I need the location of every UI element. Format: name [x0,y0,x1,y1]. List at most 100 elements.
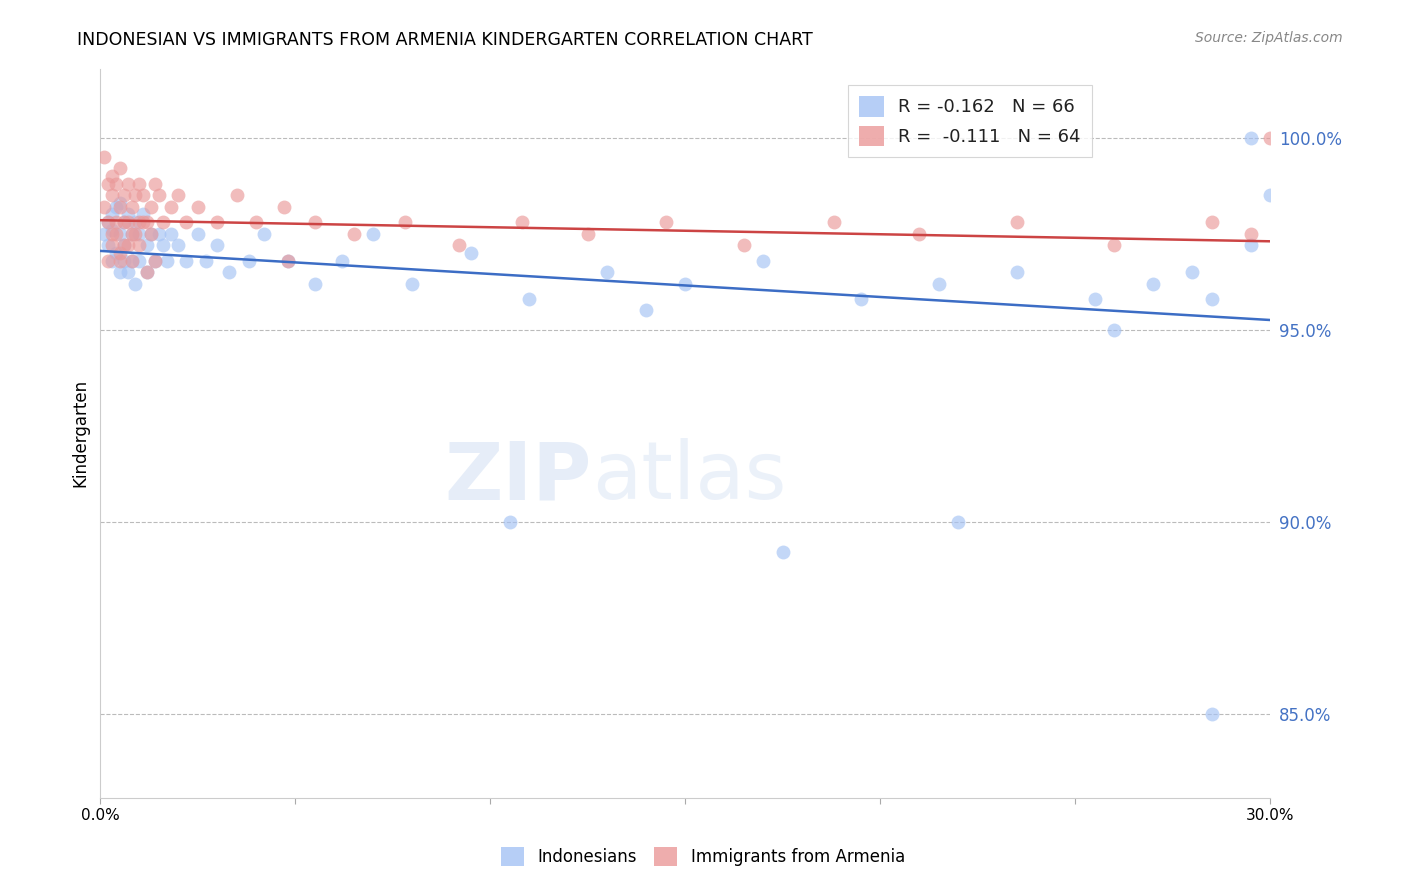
Point [104,177,127,191]
Point [121,227,143,241]
Point [194,253,217,268]
Point [128,238,150,252]
Point [218,265,240,279]
Point [132,215,155,229]
Point [108,200,131,214]
Text: INDONESIAN VS IMMIGRANTS FROM ARMENIA KINDERGARTEN CORRELATION CHART: INDONESIAN VS IMMIGRANTS FROM ARMENIA KI… [77,31,813,49]
Point [97,215,120,229]
Point [97,215,120,229]
Point [449,238,471,252]
Point [1084,292,1107,306]
Point [132,188,155,202]
Point [128,215,150,229]
Point [343,227,366,241]
Point [104,215,127,229]
Point [849,292,872,306]
Point [253,227,276,241]
Point [152,215,174,229]
Point [117,265,139,279]
Point [1240,130,1263,145]
Point [273,200,295,214]
Point [112,238,135,252]
Point [136,215,159,229]
Point [93,227,115,241]
Point [143,177,166,191]
Point [121,227,143,241]
Point [121,253,143,268]
Point [152,238,174,252]
Text: Source: ZipAtlas.com: Source: ZipAtlas.com [1195,31,1343,45]
Point [1104,238,1126,252]
Legend: Indonesians, Immigrants from Armenia: Indonesians, Immigrants from Armenia [495,840,911,873]
Point [1005,265,1028,279]
Point [124,277,146,291]
Point [401,277,423,291]
Point [1240,238,1263,252]
Point [167,188,190,202]
Point [93,150,115,164]
Point [108,227,131,241]
Point [148,188,170,202]
Point [156,253,179,268]
Point [174,253,197,268]
Point [928,277,950,291]
Point [1201,706,1223,721]
Point [363,227,385,241]
Point [148,227,170,241]
Point [304,277,326,291]
Point [104,200,127,214]
Point [167,238,190,252]
Point [101,227,124,241]
Point [101,169,124,183]
Point [117,238,139,252]
Point [207,238,229,252]
Point [139,227,162,241]
Point [752,253,775,268]
Point [499,515,522,529]
Point [104,245,127,260]
Point [128,253,150,268]
Point [108,245,131,260]
Point [143,253,166,268]
Point [823,215,845,229]
Point [108,253,131,268]
Point [187,227,209,241]
Point [117,215,139,229]
Point [112,238,135,252]
Point [576,227,599,241]
Point [908,227,931,241]
Point [948,515,970,529]
Point [510,215,533,229]
Point [636,303,658,318]
Point [121,200,143,214]
Point [238,253,260,268]
Point [394,215,416,229]
Point [101,253,124,268]
Point [124,215,146,229]
Text: atlas: atlas [592,438,786,516]
Point [136,265,159,279]
Point [596,265,619,279]
Point [1240,227,1263,241]
Point [108,265,131,279]
Point [104,227,127,241]
Point [101,238,124,252]
Point [132,207,155,221]
Point [97,238,120,252]
Point [136,265,159,279]
Point [112,188,135,202]
Point [139,200,162,214]
Point [460,245,482,260]
Point [97,253,120,268]
Point [93,200,115,214]
Point [277,253,299,268]
Point [1005,215,1028,229]
Point [519,292,541,306]
Point [1181,265,1204,279]
Point [108,195,131,210]
Point [1104,323,1126,337]
Point [187,200,209,214]
Point [174,215,197,229]
Point [159,227,181,241]
Y-axis label: Kindergarten: Kindergarten [72,379,89,487]
